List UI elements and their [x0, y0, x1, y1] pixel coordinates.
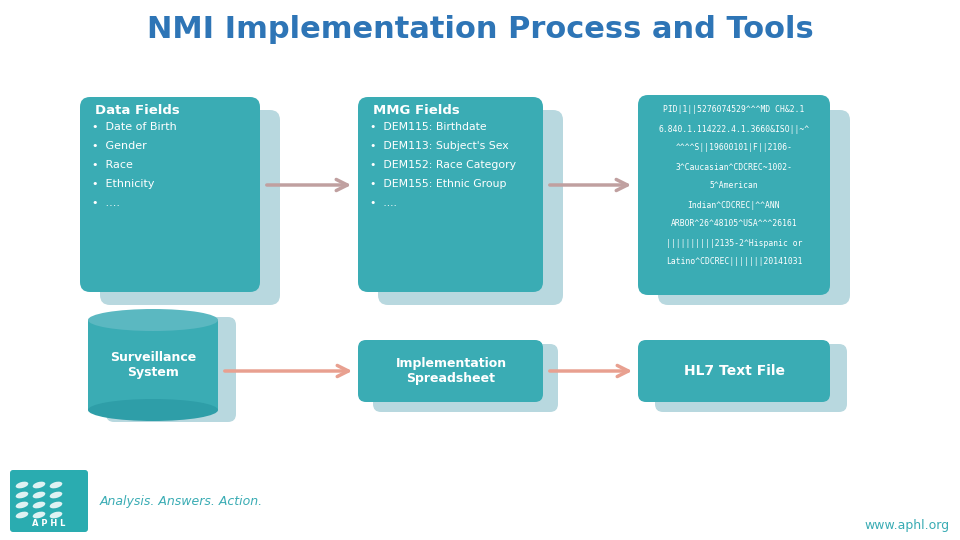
Ellipse shape: [33, 502, 45, 508]
FancyBboxPatch shape: [106, 317, 236, 422]
Text: •  ....: • ....: [370, 198, 396, 208]
Text: •  DEM155: Ethnic Group: • DEM155: Ethnic Group: [370, 179, 507, 189]
FancyBboxPatch shape: [100, 110, 280, 305]
Text: •  Gender: • Gender: [92, 141, 147, 151]
Text: ^^^^S||19600101|F||2106-: ^^^^S||19600101|F||2106-: [676, 144, 793, 152]
Ellipse shape: [33, 482, 45, 488]
Text: Latino^CDCREC|||||||20141031: Latino^CDCREC|||||||20141031: [665, 258, 803, 267]
Text: Data Fields: Data Fields: [95, 104, 180, 117]
Text: ARBOR^26^48105^USA^^^26161: ARBOR^26^48105^USA^^^26161: [671, 219, 798, 228]
Text: 5^American: 5^American: [709, 181, 758, 191]
Ellipse shape: [88, 309, 218, 331]
Text: •  Date of Birth: • Date of Birth: [92, 122, 177, 132]
Text: Surveillance
System: Surveillance System: [109, 351, 196, 379]
Ellipse shape: [50, 511, 62, 518]
Text: •  Ethnicity: • Ethnicity: [92, 179, 155, 189]
FancyBboxPatch shape: [10, 470, 88, 532]
FancyBboxPatch shape: [80, 97, 260, 292]
Text: HL7 Text File: HL7 Text File: [684, 364, 784, 378]
Text: •  DEM152: Race Category: • DEM152: Race Category: [370, 160, 516, 170]
FancyBboxPatch shape: [358, 340, 543, 402]
Text: www.aphl.org: www.aphl.org: [865, 518, 950, 531]
Text: 3^Caucasian^CDCREC~1002-: 3^Caucasian^CDCREC~1002-: [676, 163, 793, 172]
FancyBboxPatch shape: [655, 344, 847, 412]
Ellipse shape: [50, 491, 62, 498]
Text: •  Race: • Race: [92, 160, 132, 170]
Ellipse shape: [15, 491, 29, 498]
Ellipse shape: [15, 502, 29, 508]
Ellipse shape: [50, 502, 62, 508]
Text: ||||||||||2135-2^Hispanic or: ||||||||||2135-2^Hispanic or: [665, 239, 803, 247]
Text: Analysis. Answers. Action.: Analysis. Answers. Action.: [100, 495, 263, 508]
Ellipse shape: [15, 511, 29, 518]
Ellipse shape: [15, 482, 29, 488]
Text: MMG Fields: MMG Fields: [373, 104, 460, 117]
FancyBboxPatch shape: [378, 110, 563, 305]
Bar: [88, 320, 218, 410]
Text: Indian^CDCREC|^^ANN: Indian^CDCREC|^^ANN: [687, 200, 780, 210]
Text: NMI Implementation Process and Tools: NMI Implementation Process and Tools: [147, 16, 813, 44]
Text: 6.840.1.114222.4.1.3660&ISO||~^: 6.840.1.114222.4.1.3660&ISO||~^: [659, 125, 809, 133]
Text: A P H L: A P H L: [33, 518, 65, 528]
Ellipse shape: [33, 491, 45, 498]
FancyBboxPatch shape: [638, 340, 830, 402]
FancyBboxPatch shape: [658, 110, 850, 305]
Text: •  ....: • ....: [92, 198, 120, 208]
Ellipse shape: [33, 511, 45, 518]
Text: Implementation
Spreadsheet: Implementation Spreadsheet: [396, 357, 507, 385]
FancyBboxPatch shape: [638, 95, 830, 295]
FancyBboxPatch shape: [373, 344, 558, 412]
FancyBboxPatch shape: [358, 97, 543, 292]
Ellipse shape: [50, 482, 62, 488]
Text: •  DEM113: Subject's Sex: • DEM113: Subject's Sex: [370, 141, 509, 151]
Text: PID|1||5276074529^^^MD CH&2.1: PID|1||5276074529^^^MD CH&2.1: [663, 105, 804, 114]
Ellipse shape: [88, 399, 218, 421]
Text: •  DEM115: Birthdate: • DEM115: Birthdate: [370, 122, 487, 132]
